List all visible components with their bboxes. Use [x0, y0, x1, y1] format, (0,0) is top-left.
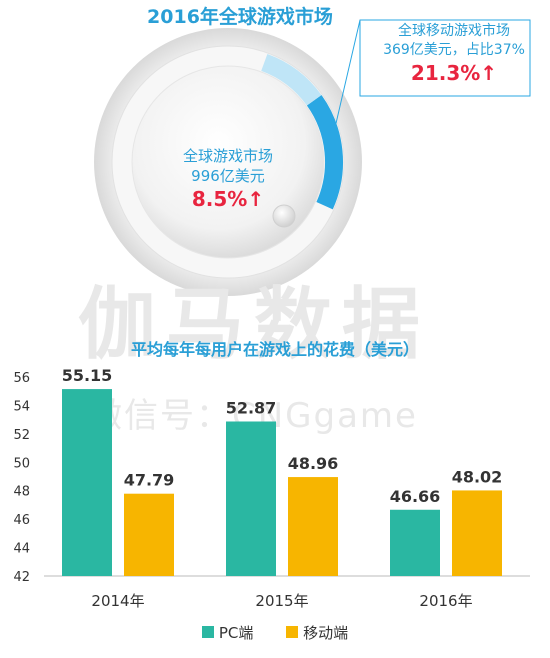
- y-tick-label: 54: [13, 399, 30, 414]
- data-label: 48.96: [288, 454, 339, 473]
- mobile-value: 369亿美元，占比37%: [383, 42, 525, 58]
- gauge-center-text: 全球游戏市场 996亿美元 8.5%↑: [158, 146, 298, 212]
- center-label: 全球游戏市场: [182, 147, 273, 165]
- data-label: 52.87: [226, 398, 277, 417]
- y-tick-label: 42: [13, 570, 30, 585]
- legend-label-mobile: 移动端: [303, 624, 349, 642]
- y-tick-label: 46: [13, 513, 30, 528]
- legend-swatch-mobile: [286, 626, 299, 638]
- bar-mobile-0: [124, 493, 174, 576]
- y-tick-label: 52: [13, 428, 30, 443]
- legend-item-pc: PC端: [201, 622, 254, 643]
- bar-pc-0: [62, 389, 112, 576]
- bar-mobile-1: [288, 477, 338, 576]
- mobile-share-arc-highlight: [260, 53, 322, 106]
- center-growth: 8.5%↑: [191, 187, 265, 211]
- y-tick-label: 44: [13, 542, 30, 557]
- data-label: 55.15: [62, 366, 113, 385]
- chart-title: 平均每年每用户在游戏上的花费（美元）: [130, 340, 419, 359]
- callout-bracket: [333, 19, 531, 133]
- chart-legend: PC端 移动端: [0, 622, 550, 643]
- market-title: 2016年全球游戏市场: [147, 6, 333, 28]
- center-value: 996亿美元: [191, 167, 265, 185]
- data-label: 48.02: [452, 467, 503, 486]
- bar-pc-2: [390, 509, 440, 576]
- mobile-growth: 21.3%↑: [410, 61, 498, 85]
- y-tick-label: 48: [13, 485, 30, 500]
- data-label: 47.79: [124, 471, 175, 490]
- mobile-label: 全球移动游戏市场: [398, 23, 510, 39]
- legend-item-mobile: 移动端: [286, 622, 348, 643]
- mobile-share-arc: [306, 95, 343, 210]
- y-tick-label: 50: [13, 456, 30, 471]
- mobile-market-callout: 全球移动游戏市场 369亿美元，占比37% 21.3%↑: [368, 22, 540, 86]
- x-tick-label: 2015年: [255, 592, 308, 610]
- bar-mobile-2: [452, 490, 502, 576]
- gauge-knob: [272, 204, 296, 228]
- x-tick-label: 2014年: [91, 592, 144, 610]
- x-tick-label: 2016年: [419, 592, 472, 610]
- y-tick-label: 56: [13, 371, 30, 386]
- legend-label-pc: PC端: [218, 624, 254, 642]
- bar-pc-1: [226, 421, 276, 576]
- legend-swatch-pc: [201, 626, 214, 638]
- data-label: 46.66: [390, 487, 441, 506]
